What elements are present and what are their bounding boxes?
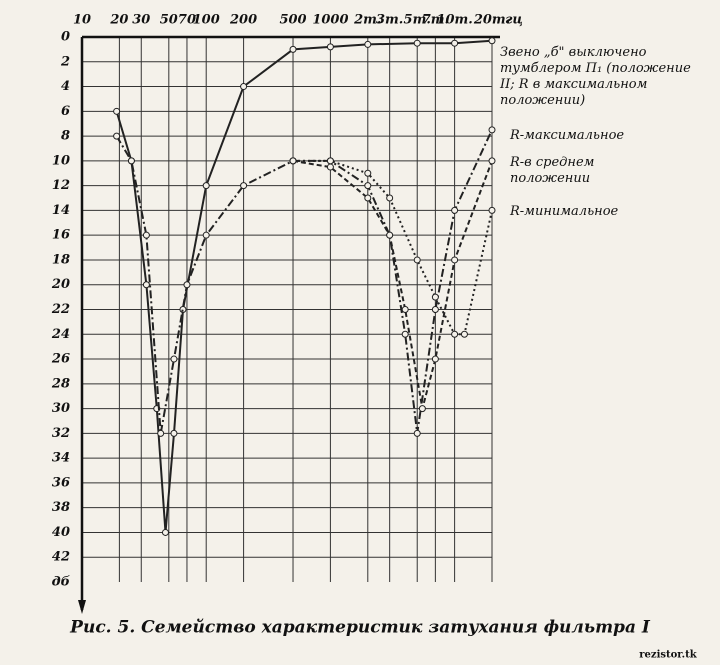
y-tick-label: 4 [61,79,70,94]
watermark: rezistor.tk [639,650,697,661]
y-tick-label: 2 [60,54,70,69]
y-tick-label: 10 [52,153,70,168]
y-tick-label: 34 [52,451,70,466]
data-point [142,281,150,289]
x-tick-label: 1000 [312,13,348,28]
data-point [460,330,468,338]
data-point [364,40,372,48]
data-point [127,157,135,165]
data-point [431,306,439,313]
data-point [289,157,297,165]
data-point [289,45,297,53]
y-tick-label: 16 [52,228,70,243]
x-tick-label: 30 [132,13,150,28]
x-tick-label: 20т. [473,13,510,28]
y-tick-label: 28 [51,376,70,391]
data-point [240,182,248,190]
data-point [326,43,334,51]
data-point [413,256,421,264]
data-point [364,182,372,190]
data-point [113,107,121,115]
x-tick-label: 100 [193,13,220,28]
data-point [451,330,459,338]
series-line [293,159,493,336]
data-point [413,39,421,47]
data-point [431,355,439,363]
data-point [401,330,409,338]
data-point [161,528,169,536]
y-tick-label: 30 [52,401,70,416]
data-point [488,126,496,134]
legend-label: R-в среднем положении [510,155,595,186]
data-point [364,194,372,202]
data-point [451,39,459,47]
y-tick-label: 12 [52,178,70,193]
series-line [292,159,493,409]
data-point [326,157,334,165]
data-point [431,293,439,301]
y-tick-label: 38 [52,500,70,515]
x-tick-label: 5т. [404,13,431,28]
data-point [202,182,210,190]
x-tick-label: 2т. [353,13,381,28]
data-point [451,256,459,264]
y-tick-label: 20 [51,277,70,292]
data-point [488,37,496,45]
caption: Рис. 5. Семейство характеристик затухани… [69,618,651,638]
y-tick-label: 24 [51,327,70,342]
y-tick-label: 32 [52,426,70,441]
data-point [386,231,394,239]
data-point [401,306,409,313]
x-tick-label: 200 [229,13,257,28]
y-tick-label: 40 [52,525,70,540]
data-point [183,281,191,289]
data-point [240,83,248,91]
y-tick-label: 18 [52,252,70,267]
data-point [142,231,150,239]
x-tick-label: 500 [279,13,306,28]
x-tick-label: 70 [178,13,196,28]
data-point [157,429,165,437]
y-tick-label: 6 [61,104,70,119]
y-tick-label: 8 [61,129,70,144]
x-tick-label: 7т. [422,13,449,28]
data-point [488,157,496,165]
data-point [413,429,421,437]
data-point [326,163,334,171]
legend-label: R-максимальное [510,128,625,143]
legend-label: Звено „б" выключено тумблером П₁ (положе… [500,45,691,108]
x-tick-label: 10т. [436,13,472,28]
y-tick-label: 22 [51,302,70,317]
y-tick-label: 14 [52,203,70,218]
x-tick-label: 50 [160,13,178,28]
data-point [170,429,178,437]
x-tick-label: 20 [109,13,128,28]
x-tick-label: 10 [73,13,91,28]
data-point [451,206,459,214]
y-unit: дб [52,575,71,590]
y-tick-label: 26 [51,352,70,367]
data-point [364,169,372,177]
data-point [418,405,426,413]
data-point [113,132,121,140]
legend-label: R-минимальное [510,204,619,219]
data-point [488,206,496,214]
x-tick-label: 3т. [376,13,403,28]
y-axis-arrow [78,600,86,614]
data-point [202,231,210,239]
data-point [170,355,178,363]
y-tick-label: 42 [52,550,70,565]
y-tick-label: 0 [61,30,70,45]
y-tick-label: 36 [52,475,70,490]
x-unit: гц [505,13,523,28]
data-point [386,194,394,202]
